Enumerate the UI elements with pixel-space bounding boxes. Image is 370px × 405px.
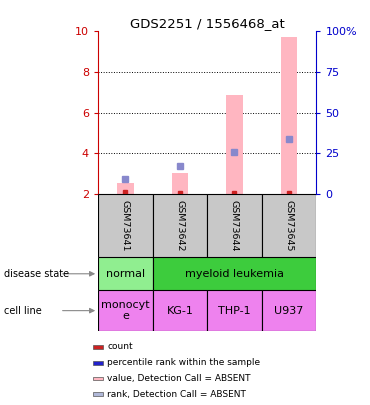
Text: GSM73644: GSM73644 (230, 200, 239, 252)
Bar (281, 37, 297, 194)
Bar (153, 257, 316, 290)
Text: myeloid leukemia: myeloid leukemia (185, 269, 284, 279)
Text: THP-1: THP-1 (218, 306, 251, 315)
Text: percentile rank within the sample: percentile rank within the sample (107, 358, 260, 367)
Bar (153, 194, 207, 257)
Text: GSM73641: GSM73641 (121, 200, 130, 252)
Bar (172, 173, 188, 194)
Bar (93, 377, 103, 380)
Text: KG-1: KG-1 (166, 306, 194, 315)
Bar (262, 194, 316, 257)
Text: value, Detection Call = ABSENT: value, Detection Call = ABSENT (107, 374, 251, 383)
Bar (226, 95, 243, 194)
Bar (207, 290, 262, 331)
Text: rank, Detection Call = ABSENT: rank, Detection Call = ABSENT (107, 390, 246, 399)
Text: monocyt
e: monocyt e (101, 300, 149, 322)
Bar (93, 361, 103, 364)
Bar (153, 290, 207, 331)
Bar (98, 257, 153, 290)
Text: normal: normal (106, 269, 145, 279)
Bar (98, 194, 153, 257)
Text: GSM73645: GSM73645 (285, 200, 293, 252)
Text: U937: U937 (275, 306, 304, 315)
Bar (98, 290, 153, 331)
Bar (207, 194, 262, 257)
Bar (262, 290, 316, 331)
Title: GDS2251 / 1556468_at: GDS2251 / 1556468_at (130, 17, 285, 30)
Text: cell line: cell line (4, 306, 41, 315)
Text: count: count (107, 342, 133, 351)
Bar (117, 183, 134, 194)
Text: disease state: disease state (4, 269, 69, 279)
Text: GSM73642: GSM73642 (175, 200, 184, 252)
Bar (93, 392, 103, 396)
Bar (93, 345, 103, 349)
